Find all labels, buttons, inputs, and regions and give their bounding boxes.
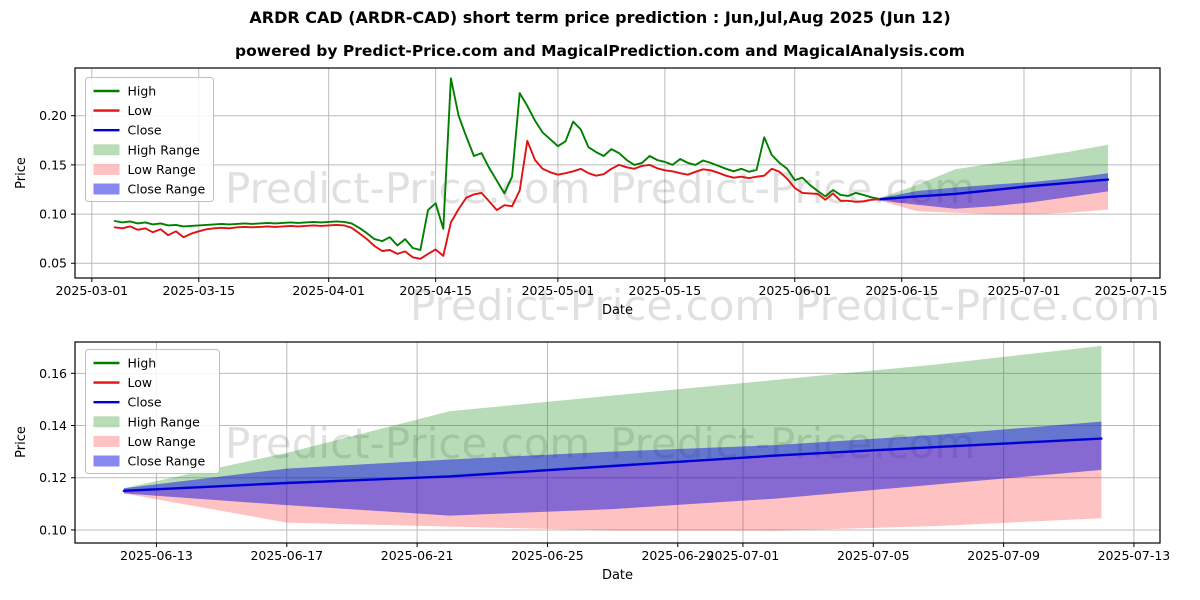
close-range-band <box>123 421 1102 516</box>
legend-item-high: High <box>93 356 157 371</box>
x-tick-label: 2025-06-17 <box>250 548 323 563</box>
x-tick-label: 2025-05-15 <box>629 283 702 298</box>
y-tick-label: 0.10 <box>39 522 67 537</box>
y-axis-label: Price <box>14 426 29 458</box>
y-tick-label: 0.15 <box>39 157 67 172</box>
high-line <box>113 77 880 251</box>
high-range-band <box>123 345 1102 491</box>
legend-item-high-range: High Range <box>93 142 201 157</box>
y-tick-label: 0.14 <box>39 418 67 433</box>
plot-border <box>74 341 1161 544</box>
legend-label: High <box>128 84 157 99</box>
legend-label: Low Range <box>128 162 197 177</box>
legend-item-low: Low <box>93 103 153 118</box>
y-tick-label: 0.20 <box>39 108 67 123</box>
x-tick-label: 2025-03-15 <box>162 283 235 298</box>
y-tick-label: 0.05 <box>39 256 67 271</box>
y-tick-label: 0.10 <box>39 207 67 222</box>
legend-label: High <box>128 356 157 371</box>
legend-label: Low Range <box>128 434 197 449</box>
watermark-text: Predict-Price.com <box>610 164 975 213</box>
high-range-band <box>878 144 1108 200</box>
legend-item-low-range: Low Range <box>93 434 197 449</box>
x-tick-label: 2025-04-15 <box>399 283 472 298</box>
legend-item-close: Close <box>93 395 162 410</box>
legend-box <box>85 77 214 202</box>
legend-item-close-range: Close Range <box>93 454 206 469</box>
x-tick-label: 2025-06-01 <box>758 283 831 298</box>
x-tick-label: 2025-06-21 <box>381 548 454 563</box>
top-chart: Predict-Price.com Predict-Price.com 2025-0… <box>14 67 1168 318</box>
x-tick-label: 2025-07-01 <box>707 548 780 563</box>
close-prediction-line <box>877 178 1110 201</box>
legend-label: Low <box>128 375 153 390</box>
x-tick-label: 2025-07-13 <box>1098 548 1171 563</box>
bottom-chart: Predict-Price.comPredict-Price.com2025-0… <box>14 341 1171 583</box>
legend-label: High Range <box>128 414 201 429</box>
x-tick-label: 2025-06-13 <box>120 548 193 563</box>
figure-subtitle: powered by Predict-Price.com and Magical… <box>235 42 965 60</box>
x-tick-label: 2025-07-05 <box>837 548 910 563</box>
plot-border <box>74 67 1161 279</box>
legend-item-close-range: Close Range <box>93 182 206 197</box>
legend-item-high: High <box>93 84 157 99</box>
legend-item-close: Close <box>93 123 162 138</box>
figure-title: ARDR CAD (ARDR-CAD) short term price pre… <box>249 8 951 27</box>
legend-box <box>85 349 220 474</box>
legend-item-low: Low <box>93 375 153 390</box>
x-tick-label: 2025-06-25 <box>511 548 584 563</box>
x-tick-label: 2025-07-15 <box>1095 283 1168 298</box>
y-axis-label: Price <box>14 157 29 189</box>
low-line <box>113 139 880 260</box>
watermark-text: Predict-Price.com <box>795 281 1160 330</box>
x-tick-label: 2025-06-29 <box>641 548 714 563</box>
y-tick-label: 0.16 <box>39 366 67 381</box>
legend-label: Close Range <box>128 454 206 469</box>
legend-item-high-range: High Range <box>93 414 201 429</box>
x-tick-label: 2025-07-01 <box>988 283 1061 298</box>
legend-swatch-patch <box>93 455 120 467</box>
legend-swatch-patch <box>93 183 120 195</box>
watermark-text: Predict-Price.com <box>410 281 775 330</box>
legend: High Low Close High Range Low Range Close Ran… <box>85 349 220 474</box>
legend-swatch-patch <box>93 416 120 428</box>
y-tick-label: 0.12 <box>39 470 67 485</box>
legend-label: High Range <box>128 142 201 157</box>
legend-swatch-patch <box>93 144 120 156</box>
x-axis-label: Date <box>602 568 633 583</box>
legend-swatch-patch <box>93 163 120 175</box>
x-tick-label: 2025-05-01 <box>522 283 595 298</box>
legend-label: Close <box>128 395 162 410</box>
watermark-text: Predict-Price.com <box>225 164 590 213</box>
x-tick-label: 2025-07-09 <box>967 548 1040 563</box>
x-tick-label: 2025-03-01 <box>55 283 128 298</box>
legend-label: Close Range <box>128 182 206 197</box>
close-prediction-line <box>122 437 1103 492</box>
x-tick-label: 2025-06-15 <box>865 283 938 298</box>
legend: High Low Close High Range Low Range Close Ran… <box>85 77 214 202</box>
legend-item-low-range: Low Range <box>93 162 197 177</box>
legend-swatch-patch <box>93 435 120 447</box>
legend-label: Low <box>128 103 153 118</box>
legend-label: Close <box>128 123 162 138</box>
x-tick-label: 2025-04-01 <box>292 283 365 298</box>
x-axis-label: Date <box>602 303 633 318</box>
